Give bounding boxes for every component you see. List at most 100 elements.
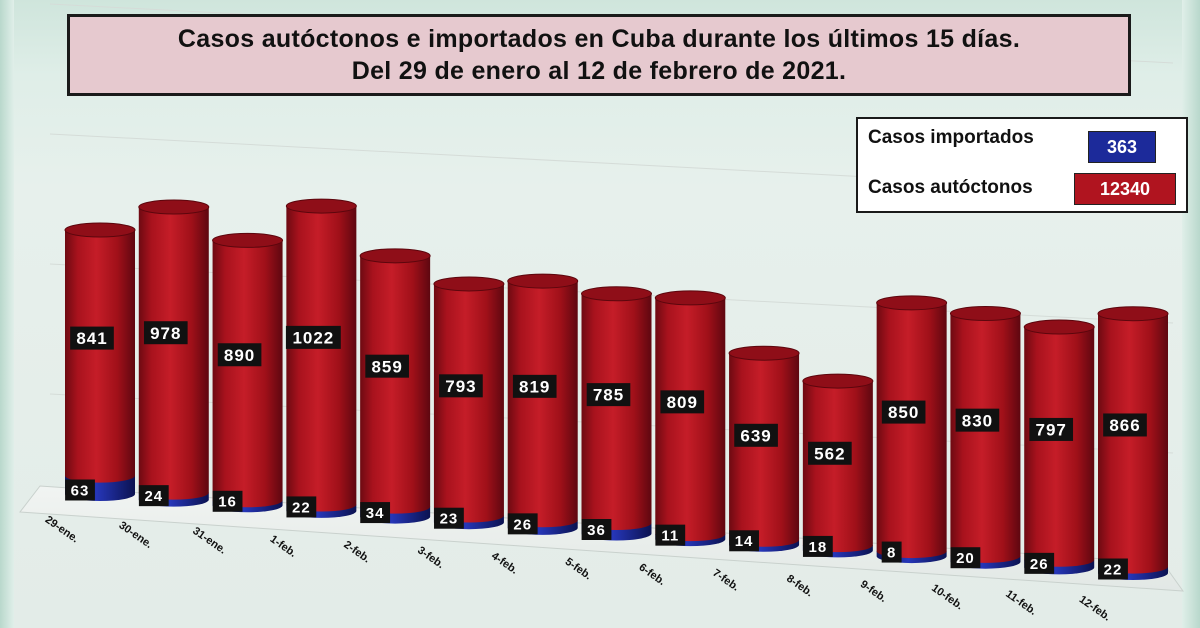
data-label: 809: [667, 393, 698, 412]
x-tick-label: 6-feb.: [637, 561, 668, 588]
data-label-background: [955, 408, 1000, 432]
bar-local: [360, 255, 431, 514]
data-label-background: [65, 479, 95, 501]
data-label: 23: [440, 511, 459, 528]
bar-local-top-cap: [802, 373, 874, 389]
legend-imported-total: 363: [1088, 131, 1156, 163]
chart-bars: [64, 198, 1169, 580]
bar-local: [138, 207, 209, 500]
legend-row-local: Casos autóctonos: [868, 177, 1033, 199]
data-label-background: [507, 513, 538, 535]
data-label-background: [586, 383, 631, 407]
bar-local-top-cap: [507, 273, 579, 289]
bar-local-top-cap: [581, 286, 652, 302]
data-label: 830: [962, 411, 993, 430]
data-label: 793: [445, 377, 476, 396]
data-label-background: [434, 507, 464, 529]
data-label: 8: [887, 544, 896, 561]
bar-local-top-cap: [728, 345, 800, 361]
data-label-background: [512, 374, 557, 398]
data-label-background: [212, 490, 243, 512]
data-label: 785: [593, 386, 624, 405]
left-decorative-strip: [0, 0, 14, 628]
chart-title-box: Casos autóctonos e importados en Cuba du…: [67, 14, 1131, 96]
legend-box: Casos importados 363 Casos autóctonos 12…: [856, 117, 1188, 213]
data-label-background: [581, 519, 612, 540]
x-tick-label: 4-feb.: [489, 550, 520, 577]
data-label-background: [660, 390, 705, 414]
data-label-background: [729, 530, 759, 552]
legend-local-total: 12340: [1074, 173, 1176, 205]
data-label-background: [1103, 413, 1147, 437]
bar-local-top-cap: [138, 199, 210, 215]
x-tick-label: 7-feb.: [710, 567, 741, 594]
data-label: 34: [366, 505, 385, 522]
bar-local: [655, 297, 726, 542]
data-label: 850: [888, 403, 919, 422]
bar-local-top-cap: [64, 222, 136, 238]
chart-title-line-2: Del 29 de enero al 12 de febrero de 2021…: [351, 57, 847, 85]
data-label-background: [808, 441, 852, 465]
data-label: 16: [218, 494, 237, 511]
x-tick-label: 11-feb.: [1003, 588, 1038, 618]
bar-local: [507, 281, 578, 528]
bar-local: [581, 293, 652, 530]
data-label-background: [365, 354, 409, 378]
bar-local: [212, 240, 283, 508]
data-label-background: [734, 423, 778, 447]
x-tick-label: 12-feb.: [1077, 593, 1113, 623]
data-label-background: [217, 343, 262, 367]
data-label: 890: [224, 346, 255, 365]
bar-local-top-cap: [359, 248, 431, 264]
data-label-background: [881, 400, 926, 424]
data-label: 859: [371, 357, 402, 376]
x-tick-label: 1-feb.: [268, 533, 299, 560]
x-tick-label: 9-feb.: [858, 578, 889, 605]
data-label-background: [360, 502, 391, 524]
data-label: 819: [519, 377, 550, 396]
x-tick-label: 8-feb.: [784, 573, 815, 600]
data-label-background: [285, 325, 341, 349]
bar-local: [433, 283, 504, 523]
x-tick-label: 10-feb.: [929, 582, 965, 612]
data-label-background: [1098, 558, 1128, 580]
bar-local-top-cap: [949, 306, 1021, 322]
data-label-background: [143, 321, 188, 345]
bar-local: [729, 353, 800, 547]
legend-local-label: Casos autóctonos: [868, 177, 1033, 198]
data-label: 1022: [292, 329, 334, 348]
data-label: 562: [814, 444, 845, 463]
data-label: 26: [513, 516, 532, 533]
data-label: 14: [735, 533, 754, 550]
x-tick-label: 31-ene.: [190, 525, 228, 557]
legend-imported-label: Casos importados: [868, 127, 1034, 148]
data-label-background: [881, 541, 902, 563]
data-label: 797: [1036, 421, 1067, 440]
x-tick-label: 2-feb.: [341, 539, 372, 566]
data-label-background: [655, 524, 686, 546]
data-label: 22: [292, 499, 311, 516]
bar-local-top-cap: [1023, 319, 1095, 335]
bar-local-top-cap: [433, 276, 505, 292]
data-label-background: [439, 374, 483, 398]
data-label-background: [950, 547, 981, 569]
bar-local: [950, 313, 1021, 563]
data-label-background: [70, 326, 114, 350]
bar-local: [1098, 313, 1168, 574]
bar-local-top-cap: [654, 290, 726, 306]
bar-local: [802, 381, 873, 553]
data-label: 26: [1030, 556, 1049, 573]
x-tick-label: 3-feb.: [415, 544, 446, 571]
data-label: 11: [661, 528, 679, 545]
chart-title-line-1: Casos autóctonos e importados en Cuba du…: [177, 25, 1021, 53]
bar-local-top-cap: [285, 198, 357, 214]
bar-local: [286, 206, 357, 512]
data-label: 20: [956, 550, 975, 567]
data-label-background: [286, 496, 317, 518]
x-tick-label: 30-ene.: [117, 519, 155, 551]
data-label-background: [138, 485, 169, 507]
data-label-background: [1029, 417, 1074, 441]
bar-local-top-cap: [876, 295, 948, 311]
data-label: 18: [809, 539, 828, 556]
